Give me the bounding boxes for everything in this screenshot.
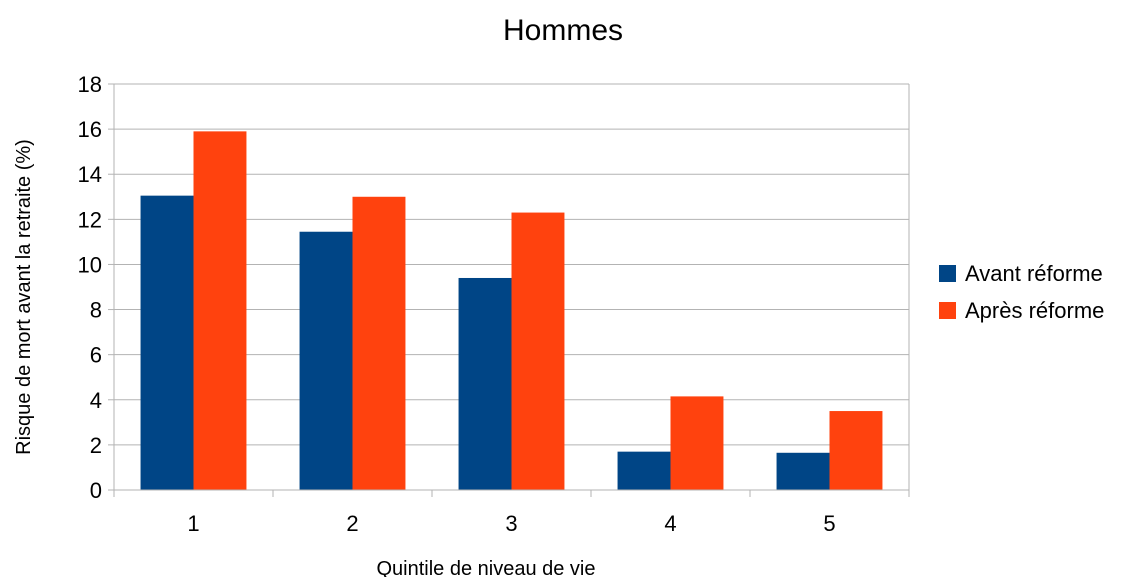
bar-apres-q4	[670, 396, 724, 490]
bars	[140, 131, 883, 491]
bar-avant-q3	[458, 277, 512, 490]
bar-avant-q5	[776, 452, 830, 490]
y-tick-label: 10	[78, 252, 102, 277]
bar-apres-q3	[511, 212, 565, 491]
legend-swatch-avant	[939, 265, 956, 282]
legend: Avant réforme Après réforme	[939, 261, 1104, 323]
chart-title: Hommes	[503, 14, 623, 47]
x-tick-label: 1	[187, 511, 199, 536]
bar-avant-q4	[617, 451, 671, 490]
legend-label-apres: Après réforme	[965, 298, 1104, 323]
bar-apres-q1	[193, 131, 247, 490]
bar-avant-q1	[140, 195, 194, 490]
y-tick-label: 6	[90, 343, 102, 368]
x-tick-label: 5	[823, 511, 835, 536]
y-tick-label: 12	[78, 207, 102, 232]
y-tick-label: 14	[78, 162, 102, 187]
x-axis-label: Quintile de niveau de vie	[376, 558, 595, 577]
bar-apres-q5	[829, 411, 883, 490]
axes	[108, 83, 910, 497]
x-tick-label: 3	[505, 511, 517, 536]
y-tick-labels: 0 2 4 6 8 10 12 14 16 18	[78, 72, 102, 503]
x-tick-labels: 1 2 3 4 5	[187, 511, 835, 536]
bar-apres-q2	[352, 196, 406, 490]
legend-label-avant: Avant réforme	[965, 261, 1103, 286]
y-axis-label: Risque de mort avant la retraite (%)	[13, 139, 35, 455]
y-tick-label: 8	[90, 298, 102, 323]
y-tick-label: 4	[90, 388, 102, 413]
bar-avant-q2	[299, 231, 353, 490]
y-tick-label: 0	[90, 478, 102, 503]
y-tick-label: 16	[78, 117, 102, 142]
y-tick-label: 18	[78, 72, 102, 97]
x-tick-label: 2	[346, 511, 358, 536]
y-tick-label: 2	[90, 433, 102, 458]
x-tick-label: 4	[664, 511, 676, 536]
legend-swatch-apres	[939, 302, 956, 319]
